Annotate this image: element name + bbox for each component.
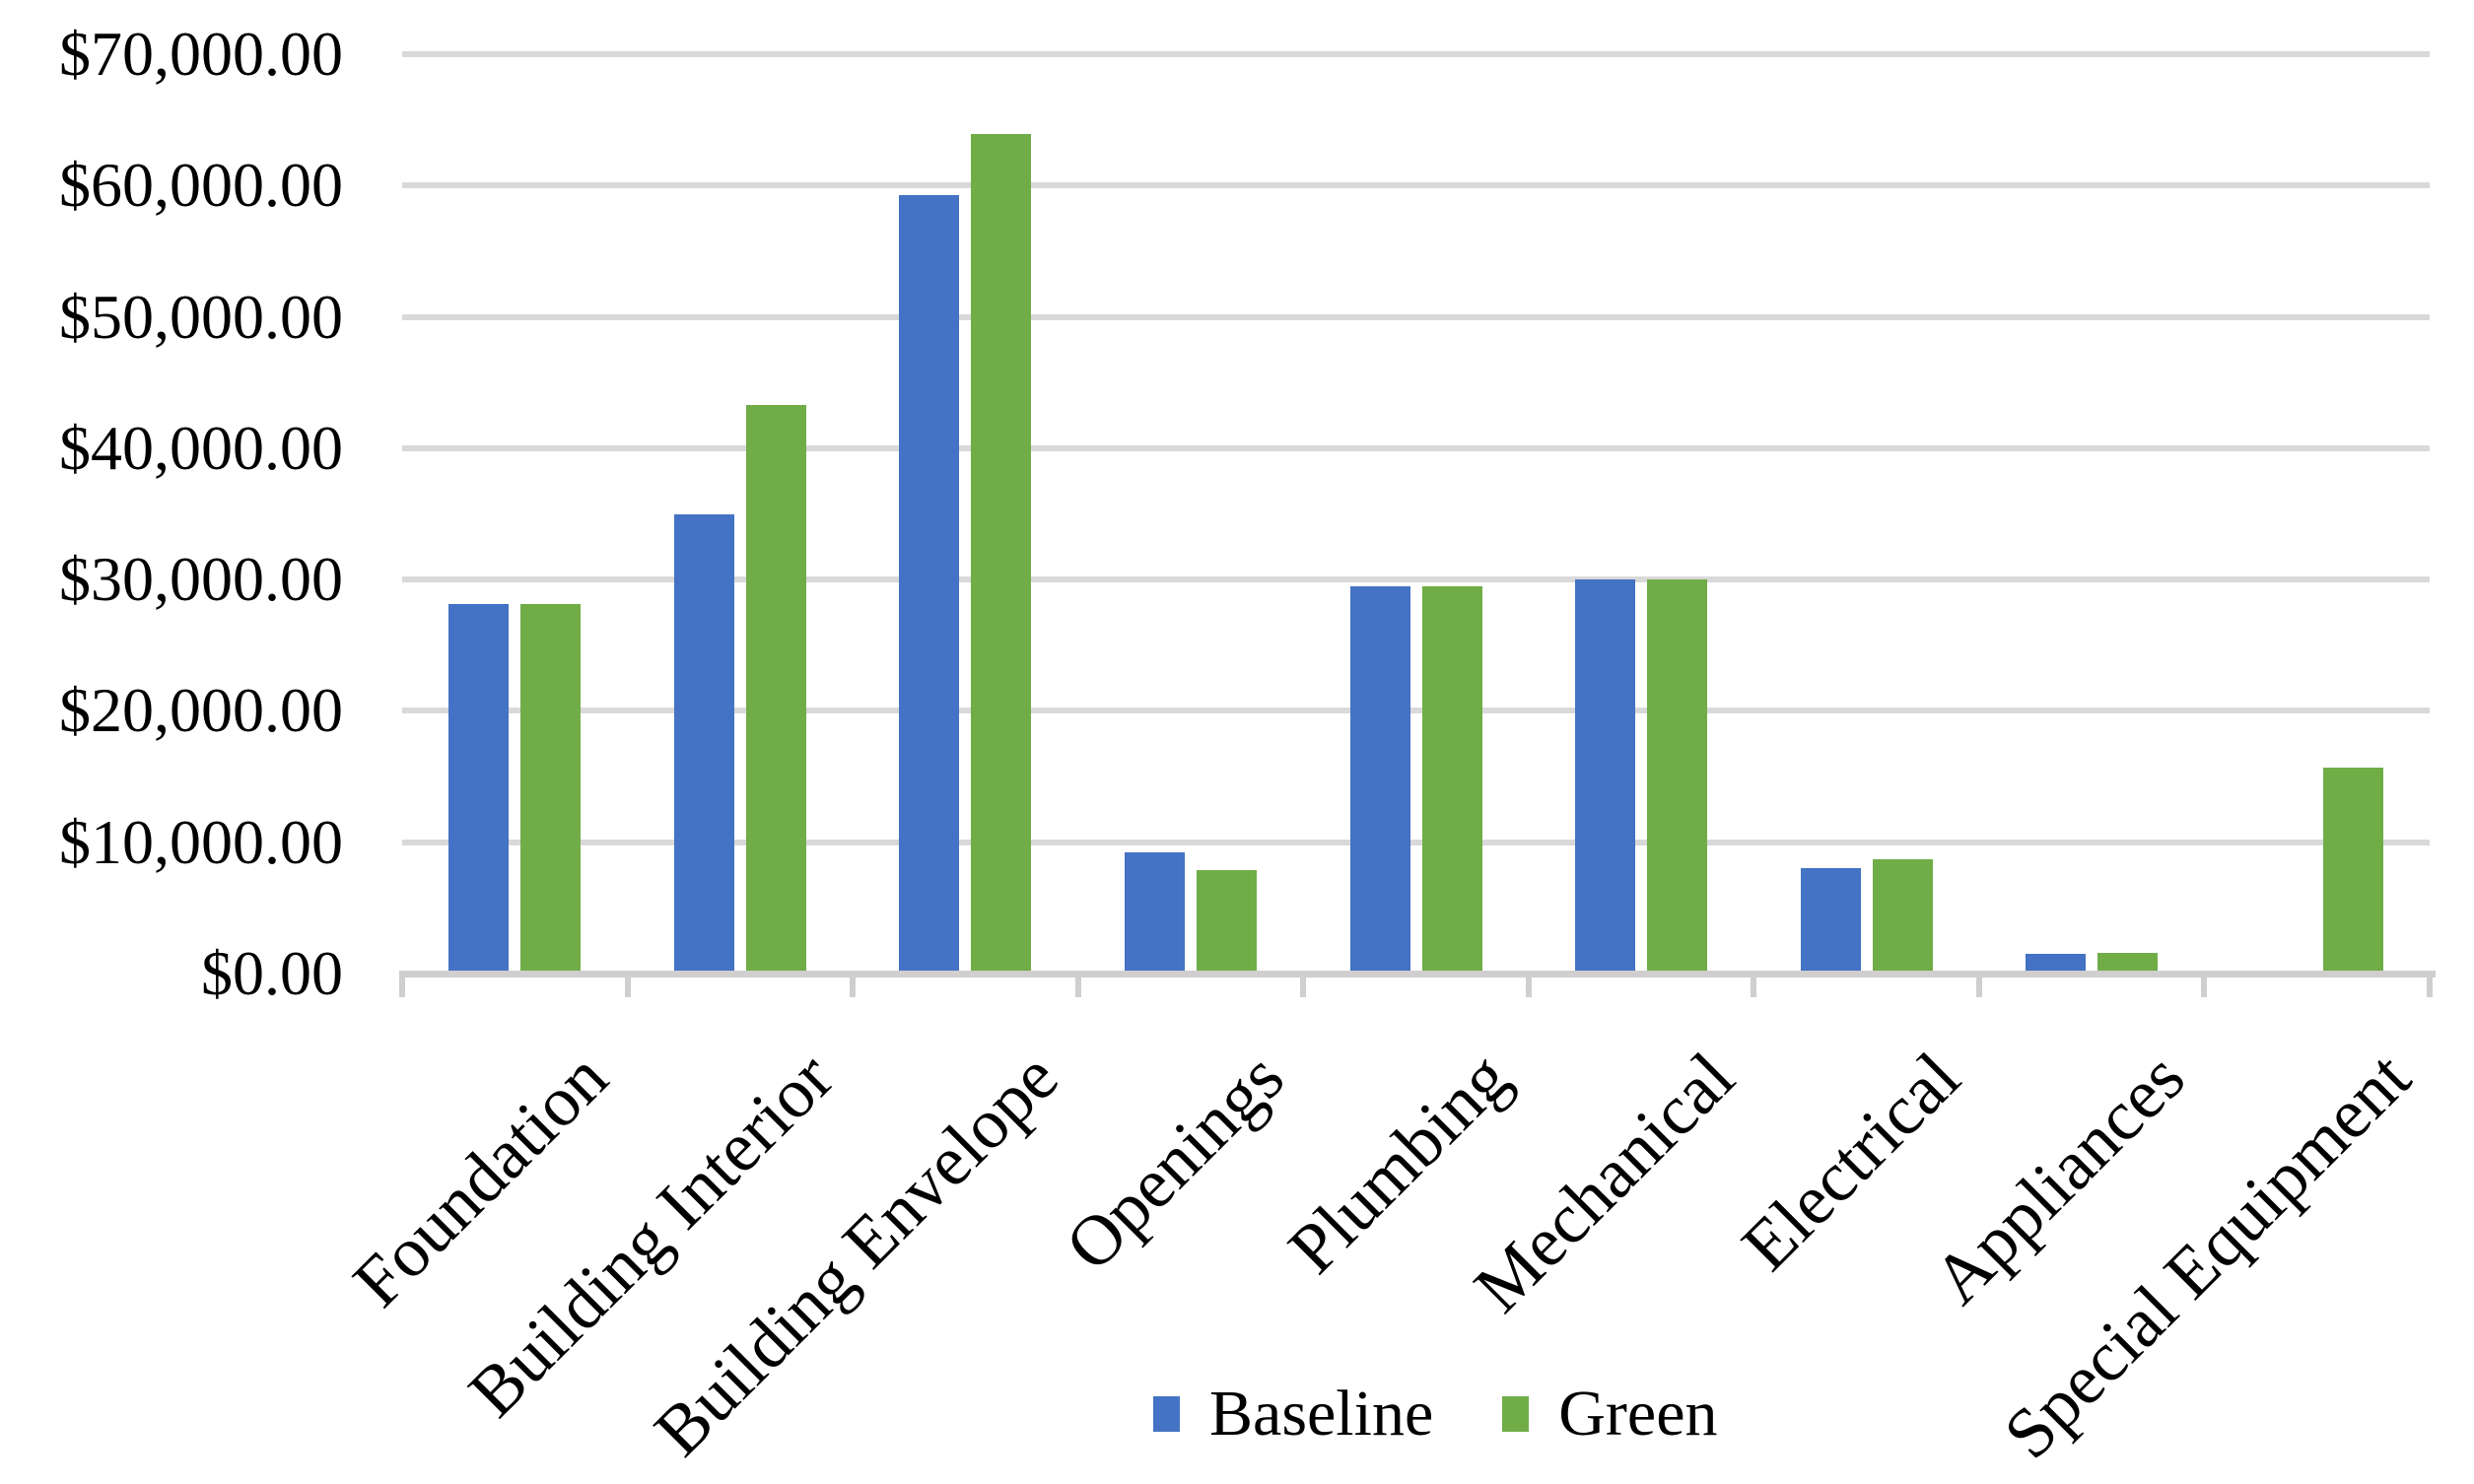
gridline bbox=[402, 313, 2430, 320]
x-axis-line bbox=[402, 971, 2436, 978]
gridline bbox=[402, 708, 2430, 714]
legend-swatch-green bbox=[1502, 1396, 1530, 1432]
axis-tick-mark bbox=[624, 971, 631, 997]
bar-baseline bbox=[1800, 868, 1861, 974]
bar-baseline bbox=[448, 604, 510, 974]
gridline bbox=[402, 444, 2430, 451]
legend-swatch-baseline bbox=[1153, 1396, 1180, 1432]
bar-green bbox=[520, 604, 582, 974]
bar-baseline bbox=[899, 194, 960, 974]
bar-baseline bbox=[1124, 852, 1185, 974]
category-label: Foundation bbox=[338, 1037, 623, 1322]
axis-tick-mark bbox=[2201, 971, 2208, 997]
axis-tick-mark bbox=[1525, 971, 1532, 997]
y-axis-tick-label: $20,000.00 bbox=[59, 675, 343, 746]
bar-baseline bbox=[1575, 579, 1636, 974]
y-axis-tick-label: $0.00 bbox=[201, 938, 343, 1008]
bar-green bbox=[745, 404, 806, 974]
legend: Baseline Green bbox=[1153, 1380, 1718, 1449]
axis-tick-mark bbox=[1074, 971, 1081, 997]
axis-tick-mark bbox=[850, 971, 857, 997]
legend-label-green: Green bbox=[1558, 1378, 1718, 1450]
y-axis-tick-label: $40,000.00 bbox=[59, 412, 343, 483]
gridline bbox=[402, 51, 2430, 57]
bar-green bbox=[1647, 579, 1708, 974]
legend-label-baseline: Baseline bbox=[1209, 1378, 1434, 1450]
axis-tick-mark bbox=[1300, 971, 1307, 997]
gridline bbox=[402, 576, 2430, 583]
axis-tick-mark bbox=[1975, 971, 1982, 997]
axis-tick-mark bbox=[399, 971, 405, 997]
y-axis-tick-label: $50,000.00 bbox=[59, 281, 343, 352]
bar-baseline bbox=[1349, 585, 1410, 974]
bar-baseline bbox=[673, 513, 734, 974]
bar-baseline bbox=[2026, 954, 2087, 974]
bar-green bbox=[2097, 952, 2159, 974]
y-axis-tick-label: $10,000.00 bbox=[59, 806, 343, 877]
bar-green bbox=[1196, 869, 1257, 974]
axis-tick-mark bbox=[2427, 971, 2433, 997]
bar-green bbox=[2322, 767, 2383, 974]
bar-green bbox=[971, 134, 1032, 974]
bar-green bbox=[1872, 859, 1933, 974]
bar-green bbox=[1421, 585, 1482, 974]
axis-tick-mark bbox=[1751, 971, 1757, 997]
gridline bbox=[402, 182, 2430, 189]
y-axis-tick-label: $70,000.00 bbox=[59, 19, 343, 89]
y-axis-tick-label: $60,000.00 bbox=[59, 150, 343, 221]
gridline bbox=[402, 839, 2430, 845]
y-axis-tick-label: $30,000.00 bbox=[59, 544, 343, 615]
